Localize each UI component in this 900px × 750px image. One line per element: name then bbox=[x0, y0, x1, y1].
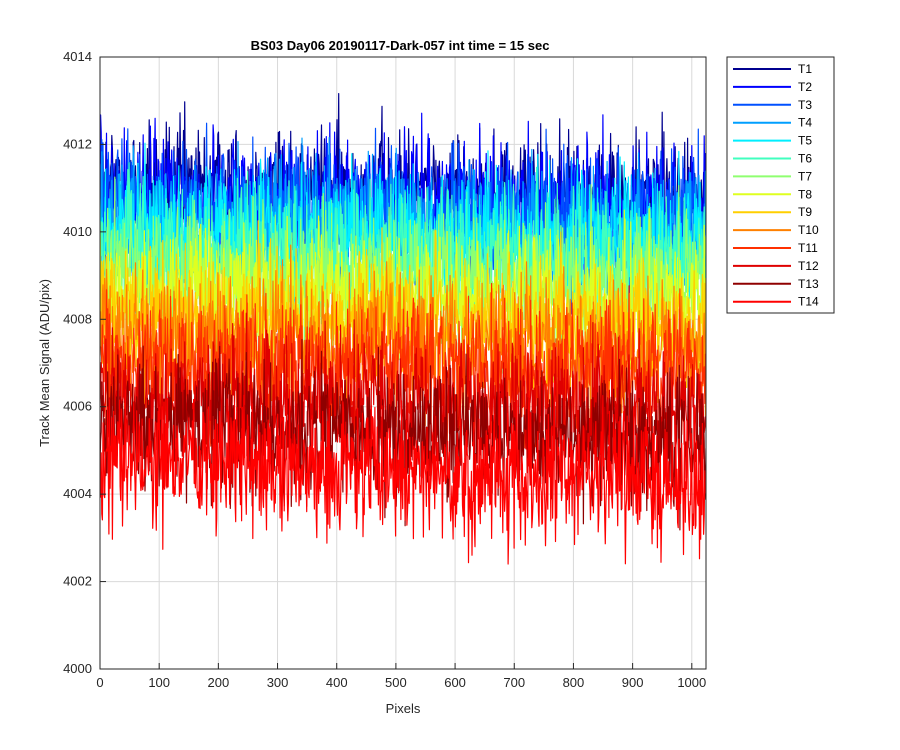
legend-label: T12 bbox=[798, 259, 819, 273]
legend-box bbox=[726, 56, 835, 314]
y-tick-label: 4014 bbox=[63, 49, 92, 64]
series-line-t14 bbox=[100, 380, 706, 565]
x-tick-label: 700 bbox=[503, 675, 525, 690]
x-tick-label: 800 bbox=[563, 675, 585, 690]
legend-label: T14 bbox=[798, 295, 819, 309]
legend-label: T11 bbox=[798, 241, 818, 255]
plot-area: 0 100 200 300 400 500 600 700 800 900 1000 4000400… bbox=[63, 49, 707, 690]
legend-label: T5 bbox=[798, 134, 812, 148]
legend-label: T8 bbox=[798, 187, 812, 201]
legend-label: T3 bbox=[798, 98, 812, 112]
y-tick-label: 4004 bbox=[63, 486, 92, 501]
plot-frame bbox=[99, 56, 707, 670]
legend-label: T4 bbox=[798, 116, 812, 130]
y-axis: 4000 4002 4004 4006 4008 4010 4012 4014 bbox=[63, 49, 106, 676]
series-layer bbox=[100, 93, 706, 565]
y-tick-label: 4002 bbox=[63, 574, 92, 589]
y-tick-label: 4012 bbox=[63, 136, 92, 151]
legend-label: T10 bbox=[798, 223, 819, 237]
x-tick-label: 300 bbox=[267, 675, 289, 690]
series-line-t11 bbox=[100, 282, 706, 462]
chart-title: BS03 Day06 20190117-Dark-057 int time = … bbox=[251, 38, 550, 53]
y-tick-label: 4008 bbox=[63, 311, 92, 326]
y-axis-label: Track Mean Signal (ADU/pix) bbox=[37, 279, 52, 447]
y-tick-label: 4010 bbox=[63, 224, 92, 239]
legend-label: T9 bbox=[798, 205, 812, 219]
x-axis: 0 100 200 300 400 500 600 700 800 900 1000 bbox=[96, 663, 706, 690]
x-tick-label: 1000 bbox=[677, 675, 706, 690]
legend-label: T13 bbox=[798, 277, 819, 291]
x-tick-label: 500 bbox=[385, 675, 407, 690]
legend-label: T1 bbox=[798, 62, 812, 76]
x-axis-label: Pixels bbox=[386, 701, 421, 716]
x-tick-label: 400 bbox=[326, 675, 348, 690]
legend: T1 T2 T3 T4 T5 T6 T7 T8 T9 T10 T11 T12 T13 T14 bbox=[726, 56, 835, 314]
x-tick-label: 0 bbox=[96, 675, 103, 690]
x-tick-label: 100 bbox=[148, 675, 170, 690]
legend-label: T6 bbox=[798, 152, 812, 166]
x-tick-label: 900 bbox=[622, 675, 644, 690]
legend-label: T2 bbox=[798, 80, 812, 94]
x-tick-label: 200 bbox=[208, 675, 230, 690]
y-tick-label: 4000 bbox=[63, 661, 92, 676]
legend-label: T7 bbox=[798, 169, 812, 183]
y-tick-label: 4006 bbox=[63, 399, 92, 414]
x-tick-label: 600 bbox=[444, 675, 466, 690]
